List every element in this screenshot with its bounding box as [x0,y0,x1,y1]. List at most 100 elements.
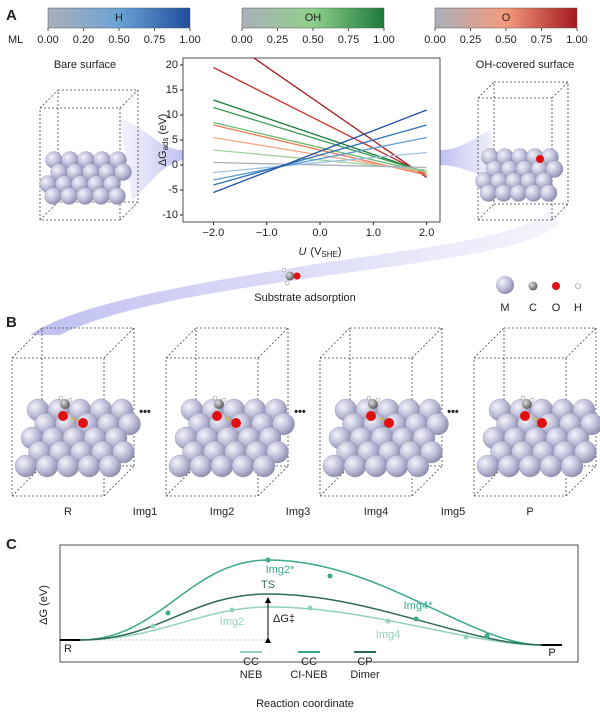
metal-atom [98,454,122,478]
legend-label: NEB [240,669,263,681]
metal-atom [426,412,449,436]
cell-edge [565,465,597,497]
legend-label: Dimer [350,669,380,681]
image-label: Img5 [441,506,465,518]
funnel [440,130,500,185]
funnel [30,210,560,335]
y-tick-label: 10 [166,109,178,121]
y-tick-label: 15 [166,84,178,96]
atom [212,411,222,421]
colorbar-tick-label: 0.75 [531,34,552,46]
metal-atom [494,184,513,202]
x-tick-label: 1.0 [366,227,381,239]
atom [366,395,372,401]
metal-atom [108,187,126,205]
legend-label: CC [301,656,317,668]
series-line [213,161,427,169]
cell-edge [319,327,351,359]
atom [537,418,547,428]
cell-edge [411,327,443,359]
metal-atom [476,454,500,478]
metal-atom [56,454,80,478]
bond [70,417,82,422]
ci-neb-curve [79,559,543,646]
panel-label: A [6,7,17,24]
colorbar-tick-label: 0.00 [424,34,445,46]
metal-atom [406,454,430,478]
ellipsis: ••• [139,406,151,418]
metal-atom [343,454,367,478]
plot-frame [182,57,441,223]
annotation: Img4* [404,600,433,612]
cell-edge [119,201,139,221]
y-axis-label: ΔGads (eV) [157,114,170,167]
atom [214,399,224,409]
annotation: TS [261,579,275,591]
atom-legend [496,276,514,294]
metal-atom [560,454,584,478]
metal-atom [509,184,528,202]
caption: OH-covered surface [476,59,574,71]
metal-atom [189,454,213,478]
bond [532,417,544,422]
atom [366,411,376,421]
y-tick-label: 5 [172,134,178,146]
x-tick-label: −2.0 [203,227,225,239]
colorbar-tick-label: 0.50 [302,34,323,46]
metal-atom [539,454,563,478]
cell-box [477,97,553,221]
cell-edge [257,327,289,359]
atom-legend [528,281,538,291]
colorbar-tick-label: 0.50 [495,34,516,46]
colorbar-tick-label: 0.25 [460,34,481,46]
x-label-main: U [298,246,306,258]
caption: Substrate adsorption [254,292,356,304]
colorbar-tick-label: 1.00 [179,34,200,46]
panel-label: B [6,314,17,331]
atom [384,418,394,428]
metal-atom [76,187,94,205]
y-tick-label: 20 [166,59,178,71]
bond [224,417,236,422]
series-line [213,151,427,174]
colorbar-tick-label: 0.25 [267,34,288,46]
series-line [213,124,427,186]
atom [231,418,241,428]
legend-label: CP [357,656,372,668]
x-tick-label: −1.0 [256,227,278,239]
atom [60,399,70,409]
x-tick-label: 2.0 [419,227,434,239]
series-group [213,58,428,194]
colorbar-tick-label: 0.20 [73,34,94,46]
metal-atom [168,454,192,478]
colorbar-label: H [115,12,123,24]
cell-edge [565,327,597,359]
metal-atom [210,454,234,478]
atom [212,395,218,401]
cell-edge [473,327,505,359]
metal-atom [545,160,564,178]
legend-label: CC [243,656,259,668]
y-label-sub: ads [161,137,170,150]
metal-atom [112,440,135,464]
atom [221,397,227,403]
metal-atom [60,187,78,205]
atom [58,395,64,401]
atom [58,411,68,421]
x-tick-label: 0.0 [312,227,327,239]
atom [293,272,301,280]
metal-atom [272,412,295,436]
cell-edge [39,201,59,221]
y-axis-label: ΔG (eV) [38,585,50,625]
image-label: P [526,506,533,518]
metal-atom [539,184,558,202]
annotation: Img2 [220,616,244,628]
bond [378,417,390,422]
annotation: R [64,643,72,655]
image-label: Img1 [133,506,157,518]
metal-atom [479,184,498,202]
metal-atom [385,454,409,478]
dimer-curve [79,593,543,646]
series-line [213,99,427,174]
